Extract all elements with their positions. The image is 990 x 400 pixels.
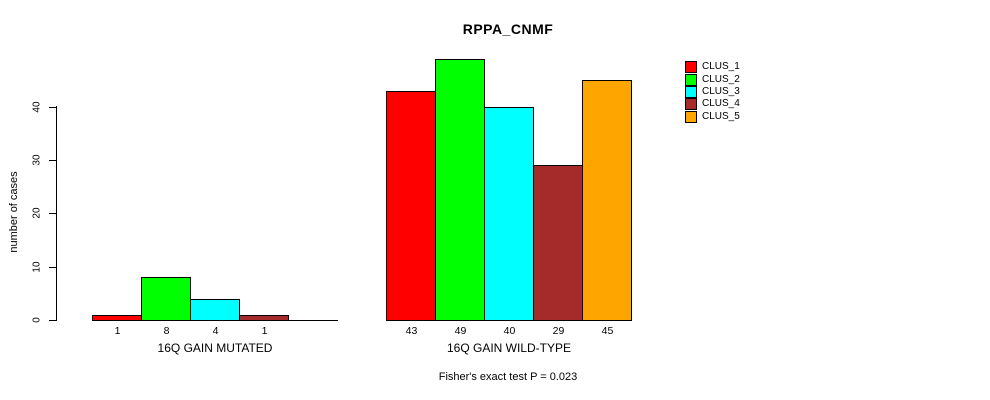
bar [141, 277, 191, 321]
bar [386, 91, 436, 321]
bar-value-label: 45 [601, 325, 614, 337]
legend-item: CLUS_3 [685, 85, 740, 98]
y-tick-label: 30 [31, 154, 43, 166]
legend-item: CLUS_1 [685, 61, 740, 74]
legend-item: CLUS_2 [685, 73, 740, 86]
legend-label: CLUS_2 [702, 73, 740, 85]
bar [435, 59, 485, 321]
legend-swatch [685, 61, 697, 74]
bar-value-label: 43 [405, 325, 418, 337]
legend-swatch [685, 110, 697, 123]
y-tick [49, 320, 56, 321]
bar-value-label: 29 [552, 325, 565, 337]
group-label-mutated: 16Q GAIN MUTATED [157, 341, 273, 355]
y-tick [49, 213, 56, 214]
legend: CLUS_1 CLUS_2 CLUS_3 CLUS_4 CLUS_5 [685, 61, 740, 123]
y-tick-label: 20 [31, 207, 43, 219]
bar [92, 315, 142, 321]
bar [239, 315, 289, 321]
bar-value-label: 4 [212, 325, 219, 337]
y-tick [49, 160, 56, 161]
legend-swatch [685, 85, 697, 98]
bar-value-label: 40 [503, 325, 516, 337]
y-axis [56, 106, 57, 321]
bar [533, 165, 583, 321]
legend-label: CLUS_5 [702, 110, 740, 122]
y-tick-label: 10 [31, 261, 43, 273]
legend-swatch [685, 98, 697, 111]
bar-value-label: 1 [261, 325, 268, 337]
legend-label: CLUS_4 [702, 98, 740, 110]
bar [484, 107, 534, 321]
bar-value-label: 8 [163, 325, 170, 337]
legend-item: CLUS_4 [685, 98, 740, 111]
legend-swatch [685, 73, 697, 86]
group-label-wild-type: 16Q GAIN WILD-TYPE [446, 341, 572, 355]
y-axis-label: number of cases [8, 171, 20, 253]
bar [190, 299, 240, 321]
plot-title: RPPA_CNMF [462, 21, 554, 37]
legend-item: CLUS_5 [685, 110, 740, 123]
y-tick-label: 0 [31, 317, 43, 323]
bar [582, 80, 632, 321]
fisher-test-annotation: Fisher's exact test P = 0.023 [438, 371, 578, 383]
legend-label: CLUS_1 [702, 61, 740, 73]
y-tick [49, 267, 56, 268]
legend-label: CLUS_3 [702, 85, 740, 97]
bar-value-label: 1 [114, 325, 121, 337]
y-tick [49, 107, 56, 108]
bar-value-label: 49 [454, 325, 467, 337]
y-tick-label: 40 [31, 101, 43, 113]
